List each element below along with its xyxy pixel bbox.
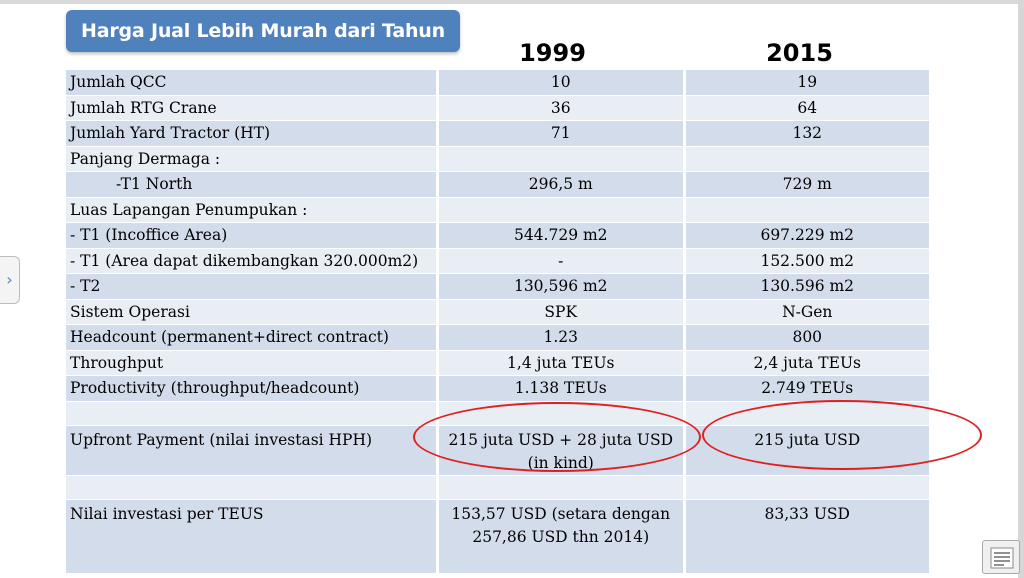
chevron-right-icon: › <box>6 270 13 289</box>
value-1999 <box>439 401 686 426</box>
value-2015 <box>685 401 932 426</box>
notes-button[interactable] <box>982 540 1020 574</box>
value-1999 <box>439 197 686 223</box>
value-1999: 1.23 <box>439 325 686 351</box>
table-row <box>66 401 932 426</box>
row-label: Jumlah RTG Crane <box>66 95 439 121</box>
row-label: Productivity (throughput/headcount) <box>66 376 439 402</box>
value-1999: 215 juta USD + 28 juta USD (in kind) <box>439 425 686 476</box>
table-row: Jumlah QCC 10 19 <box>66 70 932 96</box>
row-label: Sistem Operasi <box>66 299 439 325</box>
value-2015: 83,33 USD <box>685 499 932 574</box>
row-label: Luas Lapangan Penumpukan : <box>66 197 439 223</box>
row-label <box>66 475 439 500</box>
row-label: Nilai investasi per TEUS <box>66 499 439 574</box>
table-row: Luas Lapangan Penumpukan : <box>66 197 932 223</box>
row-label: Panjang Dermaga : <box>66 146 439 172</box>
value-2015: 2.749 TEUs <box>685 376 932 402</box>
window-frame-right <box>1018 0 1024 578</box>
notes-icon <box>990 547 1014 569</box>
table-row <box>66 475 932 500</box>
value-1999: 10 <box>439 70 686 96</box>
value-2015: 152.500 m2 <box>685 248 932 274</box>
value-2015 <box>685 146 932 172</box>
table-row: - T1 (Incoffice Area) 544.729 m2 697.229… <box>66 223 932 249</box>
value-2015 <box>685 197 932 223</box>
value-2015: N-Gen <box>685 299 932 325</box>
slide: Harga Jual Lebih Murah dari Tahun 1999 1… <box>4 4 1014 574</box>
year-header-1999: 1999 <box>519 39 586 67</box>
table-row: Upfront Payment (nilai investasi HPH) 21… <box>66 425 932 476</box>
value-1999: 71 <box>439 121 686 147</box>
value-2015: 800 <box>685 325 932 351</box>
row-label: Headcount (permanent+direct contract) <box>66 325 439 351</box>
value-1999 <box>439 146 686 172</box>
value-1999: - <box>439 248 686 274</box>
table-row: -T1 North 296,5 m 729 m <box>66 172 932 198</box>
value-1999: 296,5 m <box>439 172 686 198</box>
row-label <box>66 401 439 426</box>
value-1999: 544.729 m2 <box>439 223 686 249</box>
value-2015: 215 juta USD <box>685 425 932 476</box>
value-1999: SPK <box>439 299 686 325</box>
value-2015: 19 <box>685 70 932 96</box>
value-2015 <box>685 475 932 500</box>
slide-panel-toggle[interactable]: › <box>0 256 20 304</box>
comparison-table: Jumlah QCC 10 19 Jumlah RTG Crane 36 64 … <box>66 70 932 574</box>
table-row: Nilai investasi per TEUS 153,57 USD (set… <box>66 499 932 574</box>
table-row: Headcount (permanent+direct contract) 1.… <box>66 325 932 351</box>
value-2015: 132 <box>685 121 932 147</box>
value-1999: 130,596 m2 <box>439 274 686 300</box>
row-label: Jumlah Yard Tractor (HT) <box>66 121 439 147</box>
table-row: Throughput 1,4 juta TEUs 2,4 juta TEUs <box>66 350 932 376</box>
row-label: - T1 (Area dapat dikembangkan 320.000m2) <box>66 248 439 274</box>
year-header-2015: 2015 <box>766 39 833 67</box>
value-1999: 36 <box>439 95 686 121</box>
table-row: - T2 130,596 m2 130.596 m2 <box>66 274 932 300</box>
row-label: - T2 <box>66 274 439 300</box>
value-1999: 153,57 USD (setara dengan 257,86 USD thn… <box>439 499 686 574</box>
value-2015: 64 <box>685 95 932 121</box>
row-label: - T1 (Incoffice Area) <box>66 223 439 249</box>
row-label: Throughput <box>66 350 439 376</box>
window-frame-top <box>0 0 1024 4</box>
table-row: Productivity (throughput/headcount) 1.13… <box>66 376 932 402</box>
table-row: Sistem Operasi SPK N-Gen <box>66 299 932 325</box>
value-1999: 1.138 TEUs <box>439 376 686 402</box>
slide-title: Harga Jual Lebih Murah dari Tahun 1999 <box>66 10 460 84</box>
table-row: Jumlah RTG Crane 36 64 <box>66 95 932 121</box>
value-2015: 697.229 m2 <box>685 223 932 249</box>
row-label: Jumlah QCC <box>66 70 439 96</box>
table-row: Panjang Dermaga : <box>66 146 932 172</box>
value-2015: 729 m <box>685 172 932 198</box>
value-1999 <box>439 475 686 500</box>
row-label: -T1 North <box>66 172 439 198</box>
table-row: Jumlah Yard Tractor (HT) 71 132 <box>66 121 932 147</box>
value-2015: 2,4 juta TEUs <box>685 350 932 376</box>
row-label: Upfront Payment (nilai investasi HPH) <box>66 425 439 476</box>
table-row: - T1 (Area dapat dikembangkan 320.000m2)… <box>66 248 932 274</box>
value-1999: 1,4 juta TEUs <box>439 350 686 376</box>
value-2015: 130.596 m2 <box>685 274 932 300</box>
